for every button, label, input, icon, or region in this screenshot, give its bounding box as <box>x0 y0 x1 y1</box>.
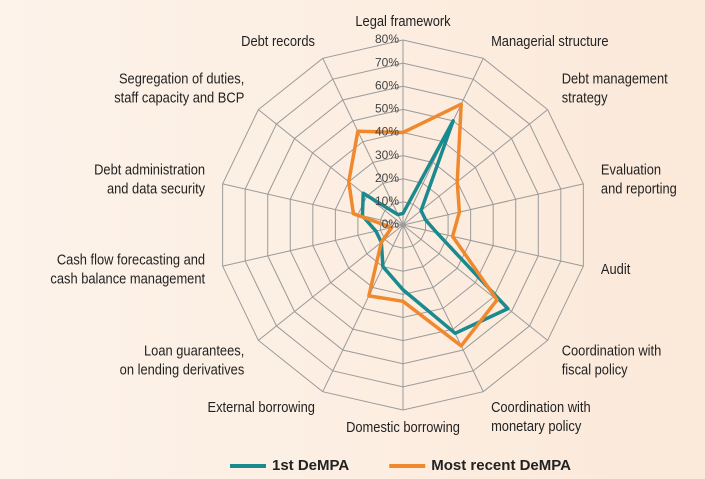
legend-item: Most recent DeMPA <box>389 457 571 474</box>
axis-label: Coordination with monetary policy <box>491 398 591 434</box>
axis-label-line: fiscal policy <box>562 361 628 378</box>
spoke <box>322 224 404 392</box>
tick-label: 80% <box>375 32 399 46</box>
spoke <box>402 224 484 392</box>
spoke <box>322 58 404 226</box>
axis-label: Managerial structure <box>491 32 609 49</box>
tick-label: 20% <box>375 171 399 185</box>
axis-label: Domestic borrowing <box>346 418 460 435</box>
axis-label-line: and reporting <box>601 179 677 196</box>
axis-label: Coordination with fiscal policy <box>562 342 662 378</box>
axis-label-line: Segregation of duties, <box>119 69 244 86</box>
axis-label-line: Domestic borrowing <box>346 418 460 435</box>
spoke <box>258 109 404 226</box>
axis-label-line: Audit <box>601 260 630 277</box>
axis-label-line: Debt administration <box>94 160 205 177</box>
axis-label: Cash flow forecasting and cash balance ma… <box>50 251 205 287</box>
spoke <box>402 224 548 341</box>
axis-label-line: strategy <box>562 88 608 105</box>
axis-label-line: Coordination with <box>562 342 662 359</box>
series-line <box>347 102 499 348</box>
axis-label: Debt records <box>241 32 315 49</box>
axis-label-line: on lending derivatives <box>120 361 245 378</box>
tick-label: 50% <box>375 102 399 116</box>
tick-label: 40% <box>375 125 399 139</box>
spoke <box>402 109 548 226</box>
tick-label: 10% <box>375 194 399 208</box>
axis-label-line: Cash flow forecasting and <box>57 251 205 268</box>
axis-label-line: monetary policy <box>491 417 581 434</box>
axis-label: Segregation of duties, staff capacity and… <box>114 69 244 105</box>
axis-label-line: Managerial structure <box>491 32 609 49</box>
tick-label: 0% <box>382 217 400 231</box>
axis-label-line: External borrowing <box>208 398 315 415</box>
axis-label-line: Debt management <box>562 69 668 86</box>
legend-item: 1st DeMPA <box>230 457 349 474</box>
axis-label-line: Legal framework <box>355 12 450 29</box>
axis-label-line: Loan guarantees, <box>144 342 244 359</box>
axis-label-line: cash balance management <box>50 270 205 287</box>
axis-label-line: staff capacity and BCP <box>114 88 244 105</box>
axis-label-line: and data security <box>107 179 205 196</box>
axis-label: Legal framework <box>355 12 450 29</box>
axis-label-line: Coordination with <box>491 398 591 415</box>
tick-label: 70% <box>375 55 399 69</box>
spoke <box>402 224 584 267</box>
axis-label: Audit <box>601 260 630 277</box>
spoke <box>222 183 404 226</box>
legend-label: Most recent DeMPA <box>431 457 571 474</box>
axis-label-line: Evaluation <box>601 160 661 177</box>
spoke <box>258 224 404 341</box>
tick-label: 60% <box>375 78 399 92</box>
legend-label: 1st DeMPA <box>272 457 349 474</box>
axis-label: Debt management strategy <box>562 69 668 105</box>
axis-label: Loan guarantees, on lending derivatives <box>120 342 245 378</box>
axis-label: External borrowing <box>208 398 315 415</box>
axis-label: Evaluation and reporting <box>601 160 677 196</box>
tick-label: 30% <box>375 148 399 162</box>
spoke <box>402 183 584 226</box>
series-line <box>360 119 510 336</box>
spoke <box>222 224 404 267</box>
axis-label-line: Debt records <box>241 32 315 49</box>
axis-label: Debt administration and data security <box>94 160 205 196</box>
